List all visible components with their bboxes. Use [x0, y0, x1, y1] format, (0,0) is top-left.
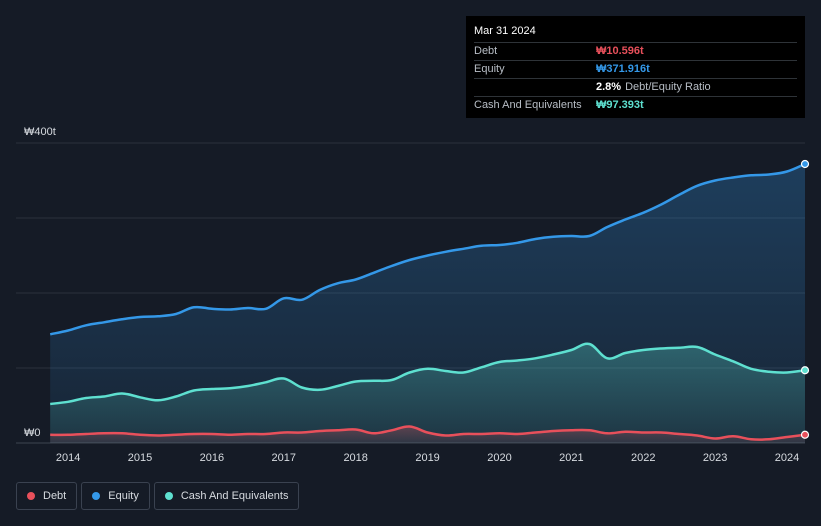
debt-dot-icon [27, 492, 35, 500]
legend: Debt Equity Cash And Equivalents [16, 482, 300, 510]
x-tick-label: 2018 [343, 452, 367, 464]
x-tick-label: 2014 [56, 452, 80, 464]
tooltip-row-equity: Equity ₩371.916t [474, 60, 797, 78]
series-line-equity [49, 162, 806, 336]
tooltip-equity-value: ₩371.916t [596, 63, 650, 75]
x-tick-label: 2017 [272, 452, 296, 464]
axis-layer: 2014 2015 2016 2017 2018 2019 2020 2021 2022 2023… [24, 126, 799, 464]
legend-equity-label: Equity [108, 490, 139, 502]
legend-item-cash[interactable]: Cash And Equivalents [153, 482, 300, 510]
x-tick-label: 2021 [559, 452, 583, 464]
series-area-cash-and-equivalents [50, 343, 805, 443]
tooltip-ratio-value: 2.8% [596, 81, 622, 93]
series-endpoint-debt [800, 430, 810, 439]
tooltip-ratio-spacer [474, 79, 596, 96]
series-area-debt [50, 426, 805, 443]
y-tick-label: ₩400t [24, 126, 56, 138]
x-tick-label: 2020 [487, 452, 511, 464]
legend-item-debt[interactable]: Debt [16, 482, 78, 510]
legend-item-equity[interactable]: Equity [81, 482, 150, 510]
tooltip-cash-value: ₩97.393t [596, 99, 644, 111]
legend-cash-label: Cash And Equivalents [180, 490, 289, 502]
legend-debt-label: Debt [43, 490, 67, 502]
x-tick-label: 2016 [200, 452, 224, 464]
x-tick-label: 2015 [128, 452, 152, 464]
x-tick-label: 2023 [703, 452, 727, 464]
series-line-debt [50, 425, 806, 441]
tooltip-panel: Mar 31 2024 Debt ₩10.596t Equity ₩371.91… [466, 16, 805, 118]
x-tick-label: 2024 [775, 452, 799, 464]
equity-dot-icon [92, 492, 101, 500]
y-tick-label: ₩0 [24, 427, 41, 439]
cash-dot-icon [164, 492, 173, 500]
tooltip-equity-label: Equity [474, 63, 505, 75]
tooltip-ratio-label: Debt/Equity Ratio [625, 81, 711, 93]
tooltip-debt-label: Debt [474, 45, 498, 57]
series-line-cash-and-equivalents [50, 342, 806, 406]
tooltip-date: Mar 31 2024 [474, 25, 536, 37]
x-tick-label: 2019 [415, 452, 439, 464]
x-tick-label: 2022 [631, 452, 655, 464]
series-endpoint-equity [800, 159, 810, 169]
tooltip-debt-value: ₩10.596t [596, 45, 644, 57]
tooltip-row-cash: Cash And Equivalents ₩97.393t [474, 96, 797, 114]
series-endpoint-cash-and-equivalents [800, 366, 810, 375]
tooltip-row-ratio: 2.8% Debt/Equity Ratio [474, 78, 797, 96]
tooltip-cash-label: Cash And Equivalents [474, 99, 582, 111]
series-layer [49, 159, 810, 443]
tooltip-row-debt: Debt ₩10.596t [474, 42, 797, 60]
